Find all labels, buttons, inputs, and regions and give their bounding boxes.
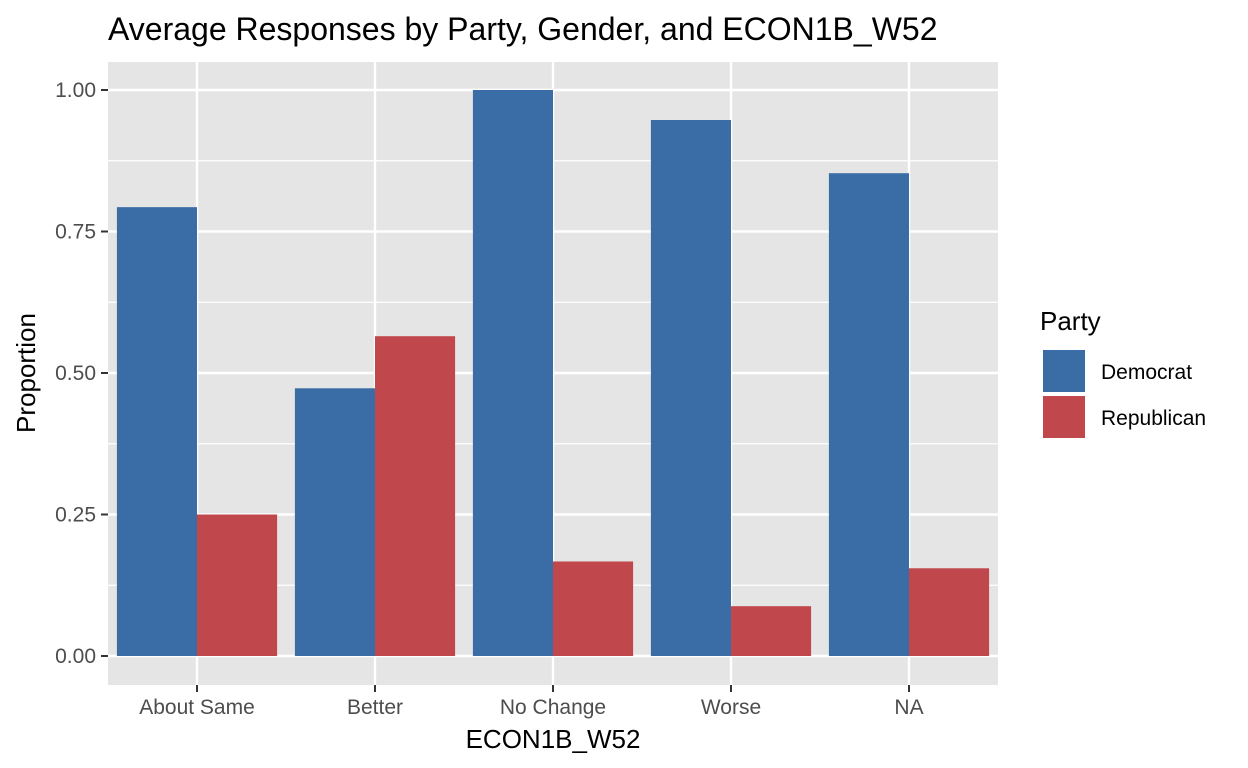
y-tick-label: 1.00	[55, 79, 96, 102]
x-tick-label: Worse	[701, 696, 761, 719]
bar-democrat-worse	[650, 119, 731, 657]
legend-title: Party	[1040, 306, 1101, 336]
bar-democrat-na	[828, 173, 909, 656]
bar-democrat-about-same	[116, 207, 197, 657]
x-tick-label: Better	[347, 696, 403, 719]
y-axis-title: Proportion	[11, 313, 41, 433]
legend: Party Democrat Republican	[1040, 306, 1206, 440]
x-axis-title: ECON1B_W52	[466, 724, 641, 754]
x-tick-label: No Change	[500, 696, 606, 719]
chart-title: Average Responses by Party, Gender, and …	[108, 11, 937, 47]
x-tick-label: NA	[894, 696, 923, 719]
bar-democrat-better	[294, 388, 375, 656]
bar-democrat-no-change	[472, 90, 553, 656]
y-tick-label: 0.00	[55, 645, 96, 668]
bars	[116, 90, 990, 657]
y-tick-label: 0.50	[55, 362, 96, 385]
legend-key-democrat	[1041, 348, 1087, 394]
y-tick-label: 0.25	[55, 504, 96, 527]
x-tick-label: About Same	[139, 696, 255, 719]
bar-republican-about-same	[197, 514, 278, 656]
bar-republican-no-change	[553, 561, 634, 656]
y-tick-label: 0.75	[55, 221, 96, 244]
bar-republican-na	[909, 568, 990, 656]
bar-republican-better	[375, 336, 456, 656]
legend-key-republican	[1041, 394, 1087, 440]
axes: 0.00 0.25 0.50 0.75 1.00 About Same Better No C…	[55, 79, 923, 719]
legend-label-democrat: Democrat	[1101, 361, 1192, 384]
legend-label-republican: Republican	[1101, 407, 1206, 430]
bar-republican-worse	[731, 606, 812, 656]
